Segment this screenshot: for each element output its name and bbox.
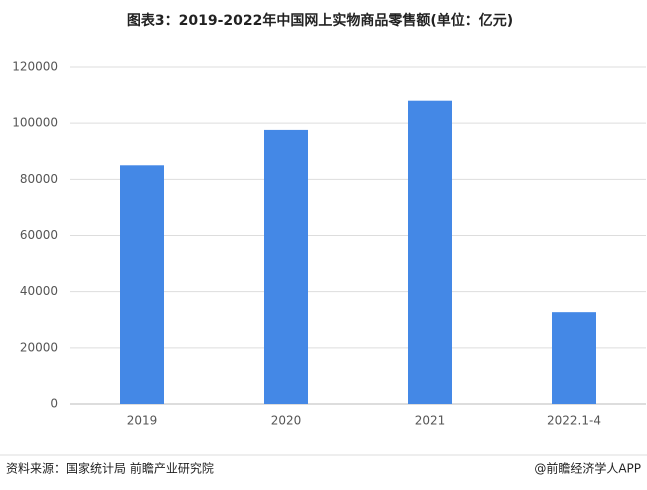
source-note: 资料来源：国家统计局 前瞻产业研究院 bbox=[6, 461, 214, 476]
x-tick-label: 2021 bbox=[415, 414, 446, 428]
bar bbox=[264, 129, 308, 404]
y-tick-label: 60000 bbox=[20, 228, 58, 242]
y-tick-label: 80000 bbox=[20, 172, 58, 186]
y-tick-label: 0 bbox=[50, 397, 58, 411]
x-tick-label: 2020 bbox=[271, 414, 302, 428]
y-tick-label: 100000 bbox=[12, 116, 58, 130]
y-tick-label: 120000 bbox=[12, 60, 58, 74]
credit-note: @前瞻经济学人APP bbox=[534, 461, 641, 476]
x-tick-label: 2022.1-4 bbox=[547, 414, 601, 428]
bar bbox=[120, 165, 164, 404]
bar bbox=[408, 100, 452, 404]
y-tick-label: 40000 bbox=[20, 284, 58, 298]
x-tick-label: 2019 bbox=[127, 414, 158, 428]
chart-title: 图表3：2019-2022年中国网上实物商品零售额(单位：亿元) bbox=[127, 12, 513, 29]
bar bbox=[552, 312, 596, 404]
y-tick-label: 20000 bbox=[20, 340, 58, 354]
